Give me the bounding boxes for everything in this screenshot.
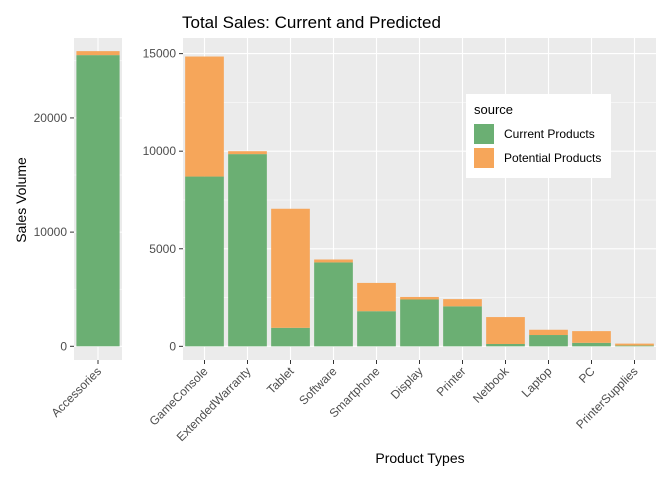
bar-current-laptop: [529, 335, 568, 347]
bar-current-tablet: [271, 327, 310, 347]
x-tick-label: Display: [388, 364, 426, 402]
legend-key-potential: [474, 148, 494, 168]
bar-potential-software: [314, 259, 353, 263]
x-tick-label: Printer: [434, 364, 469, 399]
bar-potential-netbook: [486, 317, 525, 344]
y-tick-label: 20000: [34, 111, 68, 125]
y-tick-label: 15000: [143, 47, 177, 61]
bar-potential-printersupplies: [615, 343, 654, 346]
bar-current-software: [314, 262, 353, 347]
y-tick-label: 0: [60, 339, 67, 353]
x-tick-label: Tablet: [264, 364, 297, 397]
bar-current-printersupplies: [615, 345, 654, 347]
x-axis-title: Product Types: [375, 450, 464, 466]
legend: source Current Products Potential Produc…: [466, 94, 611, 178]
legend-label-potential: Potential Products: [504, 151, 601, 165]
x-tick-label: PC: [576, 364, 598, 386]
chart-title: Total Sales: Current and Predicted: [182, 13, 441, 32]
x-tick-label: Accessories: [48, 364, 104, 420]
bar-potential-accessories: [76, 51, 120, 56]
bar-current-pc: [572, 342, 611, 347]
bar-current-smartphone: [357, 311, 396, 347]
y-axis-title: Sales Volume: [13, 157, 29, 243]
bar-current-netbook: [486, 343, 525, 347]
bar-current-extendedwarranty: [228, 154, 267, 347]
bar-potential-printer: [443, 299, 482, 307]
bar-current-display: [400, 299, 439, 347]
bar-potential-tablet: [271, 208, 310, 328]
y-tick-label: 10000: [143, 144, 177, 158]
x-tick-label: Laptop: [519, 364, 555, 400]
x-tick-label: Software: [296, 364, 340, 408]
bar-potential-gameconsole: [185, 56, 224, 177]
legend-label-current: Current Products: [504, 127, 595, 141]
bar-current-printer: [443, 306, 482, 347]
legend-key-current: [474, 124, 494, 144]
bar-potential-pc: [572, 331, 611, 343]
x-tick-label: ExtendedWarranty: [174, 364, 254, 444]
panel-1: 0 10000 20000 Accessories: [34, 38, 122, 420]
bar-current-accessories: [76, 55, 120, 347]
y-tick-label: 10000: [34, 225, 68, 239]
bar-potential-extendedwarranty: [228, 151, 267, 155]
bar-potential-laptop: [529, 329, 568, 336]
bar-current-gameconsole: [185, 176, 224, 347]
x-tick-label: Netbook: [470, 364, 512, 406]
y-tick-label: 5000: [149, 242, 176, 256]
bar-potential-display: [400, 296, 439, 300]
y-tick-label: 0: [169, 339, 176, 353]
legend-title: source: [474, 102, 513, 117]
bar-potential-smartphone: [357, 282, 396, 312]
